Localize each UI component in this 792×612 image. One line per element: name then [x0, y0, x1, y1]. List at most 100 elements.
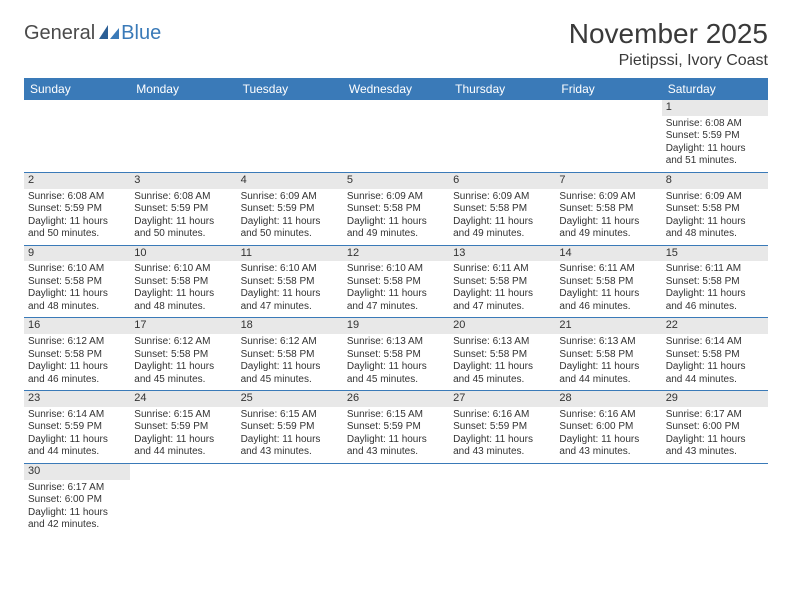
- calendar-cell: [449, 463, 555, 535]
- weekday-header: Monday: [130, 78, 236, 100]
- sunset-line: Sunset: 6:00 PM: [666, 421, 764, 434]
- day-number: 20: [449, 318, 555, 334]
- calendar-cell: [662, 463, 768, 535]
- sunset-line: Sunset: 5:59 PM: [347, 421, 445, 434]
- daylight-line: Daylight: 11 hours and 44 minutes.: [559, 361, 657, 386]
- weekday-header: Tuesday: [237, 78, 343, 100]
- sunset-line: Sunset: 5:58 PM: [28, 276, 126, 289]
- day-details: Sunrise: 6:12 AMSunset: 5:58 PMDaylight:…: [24, 334, 130, 390]
- sunrise-line: Sunrise: 6:12 AM: [28, 336, 126, 349]
- day-details: Sunrise: 6:13 AMSunset: 5:58 PMDaylight:…: [343, 334, 449, 390]
- calendar-cell: 28Sunrise: 6:16 AMSunset: 6:00 PMDayligh…: [555, 391, 661, 464]
- sunset-line: Sunset: 5:58 PM: [453, 203, 551, 216]
- day-number: 27: [449, 391, 555, 407]
- day-details: Sunrise: 6:09 AMSunset: 5:58 PMDaylight:…: [449, 189, 555, 245]
- day-number: 22: [662, 318, 768, 334]
- calendar-cell: 18Sunrise: 6:12 AMSunset: 5:58 PMDayligh…: [237, 318, 343, 391]
- calendar-cell: 9Sunrise: 6:10 AMSunset: 5:58 PMDaylight…: [24, 245, 130, 318]
- sunrise-line: Sunrise: 6:11 AM: [666, 263, 764, 276]
- calendar-cell: 19Sunrise: 6:13 AMSunset: 5:58 PMDayligh…: [343, 318, 449, 391]
- daylight-line: Daylight: 11 hours and 50 minutes.: [134, 216, 232, 241]
- calendar-cell: 4Sunrise: 6:09 AMSunset: 5:59 PMDaylight…: [237, 172, 343, 245]
- sunrise-line: Sunrise: 6:12 AM: [134, 336, 232, 349]
- brand-part1: General: [24, 22, 95, 45]
- daylight-line: Daylight: 11 hours and 49 minutes.: [453, 216, 551, 241]
- sunrise-line: Sunrise: 6:17 AM: [666, 409, 764, 422]
- sunrise-line: Sunrise: 6:09 AM: [453, 191, 551, 204]
- page-header: General Blue November 2025 Pietipssi, Iv…: [24, 18, 768, 70]
- day-details: Sunrise: 6:17 AMSunset: 6:00 PMDaylight:…: [24, 480, 130, 536]
- calendar-cell: 21Sunrise: 6:13 AMSunset: 5:58 PMDayligh…: [555, 318, 661, 391]
- calendar-cell: 15Sunrise: 6:11 AMSunset: 5:58 PMDayligh…: [662, 245, 768, 318]
- day-number: 25: [237, 391, 343, 407]
- sunset-line: Sunset: 5:59 PM: [28, 203, 126, 216]
- sunset-line: Sunset: 5:59 PM: [241, 203, 339, 216]
- calendar-cell: 10Sunrise: 6:10 AMSunset: 5:58 PMDayligh…: [130, 245, 236, 318]
- day-details: Sunrise: 6:13 AMSunset: 5:58 PMDaylight:…: [449, 334, 555, 390]
- calendar-cell: [130, 463, 236, 535]
- sunrise-line: Sunrise: 6:10 AM: [134, 263, 232, 276]
- sunset-line: Sunset: 5:58 PM: [559, 203, 657, 216]
- day-details: Sunrise: 6:10 AMSunset: 5:58 PMDaylight:…: [237, 261, 343, 317]
- month-title: November 2025: [569, 18, 768, 50]
- calendar-cell: 27Sunrise: 6:16 AMSunset: 5:59 PMDayligh…: [449, 391, 555, 464]
- day-details: Sunrise: 6:09 AMSunset: 5:58 PMDaylight:…: [555, 189, 661, 245]
- sunrise-line: Sunrise: 6:17 AM: [28, 482, 126, 495]
- calendar-cell: 11Sunrise: 6:10 AMSunset: 5:58 PMDayligh…: [237, 245, 343, 318]
- sunset-line: Sunset: 5:59 PM: [28, 421, 126, 434]
- sunset-line: Sunset: 6:00 PM: [559, 421, 657, 434]
- sunrise-line: Sunrise: 6:13 AM: [347, 336, 445, 349]
- sunrise-line: Sunrise: 6:09 AM: [347, 191, 445, 204]
- day-number: 24: [130, 391, 236, 407]
- day-details: Sunrise: 6:12 AMSunset: 5:58 PMDaylight:…: [130, 334, 236, 390]
- sunrise-line: Sunrise: 6:09 AM: [666, 191, 764, 204]
- daylight-line: Daylight: 11 hours and 43 minutes.: [347, 434, 445, 459]
- sunset-line: Sunset: 5:59 PM: [453, 421, 551, 434]
- day-number: 21: [555, 318, 661, 334]
- day-details: Sunrise: 6:13 AMSunset: 5:58 PMDaylight:…: [555, 334, 661, 390]
- day-number: 15: [662, 246, 768, 262]
- brand-logo: General Blue: [24, 22, 161, 45]
- calendar-cell: 2Sunrise: 6:08 AMSunset: 5:59 PMDaylight…: [24, 172, 130, 245]
- day-details: Sunrise: 6:16 AMSunset: 6:00 PMDaylight:…: [555, 407, 661, 463]
- calendar-cell: 12Sunrise: 6:10 AMSunset: 5:58 PMDayligh…: [343, 245, 449, 318]
- calendar-cell: 26Sunrise: 6:15 AMSunset: 5:59 PMDayligh…: [343, 391, 449, 464]
- sunrise-line: Sunrise: 6:10 AM: [347, 263, 445, 276]
- sunrise-line: Sunrise: 6:11 AM: [559, 263, 657, 276]
- daylight-line: Daylight: 11 hours and 47 minutes.: [347, 288, 445, 313]
- daylight-line: Daylight: 11 hours and 47 minutes.: [241, 288, 339, 313]
- day-details: Sunrise: 6:09 AMSunset: 5:58 PMDaylight:…: [343, 189, 449, 245]
- calendar-table: SundayMondayTuesdayWednesdayThursdayFrid…: [24, 78, 768, 536]
- sunset-line: Sunset: 5:58 PM: [559, 276, 657, 289]
- calendar-cell: [24, 100, 130, 172]
- day-number: 11: [237, 246, 343, 262]
- daylight-line: Daylight: 11 hours and 46 minutes.: [559, 288, 657, 313]
- sunrise-line: Sunrise: 6:15 AM: [134, 409, 232, 422]
- sunset-line: Sunset: 5:58 PM: [347, 203, 445, 216]
- daylight-line: Daylight: 11 hours and 46 minutes.: [28, 361, 126, 386]
- sunrise-line: Sunrise: 6:08 AM: [666, 118, 764, 131]
- daylight-line: Daylight: 11 hours and 49 minutes.: [559, 216, 657, 241]
- sunrise-line: Sunrise: 6:16 AM: [453, 409, 551, 422]
- day-number: 8: [662, 173, 768, 189]
- weekday-header: Thursday: [449, 78, 555, 100]
- daylight-line: Daylight: 11 hours and 46 minutes.: [666, 288, 764, 313]
- sunrise-line: Sunrise: 6:09 AM: [241, 191, 339, 204]
- sunrise-line: Sunrise: 6:08 AM: [28, 191, 126, 204]
- calendar-cell: 14Sunrise: 6:11 AMSunset: 5:58 PMDayligh…: [555, 245, 661, 318]
- day-details: Sunrise: 6:14 AMSunset: 5:58 PMDaylight:…: [662, 334, 768, 390]
- day-number: 10: [130, 246, 236, 262]
- day-number: 7: [555, 173, 661, 189]
- calendar-cell: [343, 463, 449, 535]
- calendar-cell: 1Sunrise: 6:08 AMSunset: 5:59 PMDaylight…: [662, 100, 768, 172]
- daylight-line: Daylight: 11 hours and 50 minutes.: [241, 216, 339, 241]
- calendar-cell: 6Sunrise: 6:09 AMSunset: 5:58 PMDaylight…: [449, 172, 555, 245]
- day-details: Sunrise: 6:11 AMSunset: 5:58 PMDaylight:…: [449, 261, 555, 317]
- daylight-line: Daylight: 11 hours and 43 minutes.: [666, 434, 764, 459]
- day-details: Sunrise: 6:17 AMSunset: 6:00 PMDaylight:…: [662, 407, 768, 463]
- sunrise-line: Sunrise: 6:09 AM: [559, 191, 657, 204]
- calendar-cell: 17Sunrise: 6:12 AMSunset: 5:58 PMDayligh…: [130, 318, 236, 391]
- sunset-line: Sunset: 5:59 PM: [134, 203, 232, 216]
- sunrise-line: Sunrise: 6:14 AM: [28, 409, 126, 422]
- day-details: Sunrise: 6:10 AMSunset: 5:58 PMDaylight:…: [24, 261, 130, 317]
